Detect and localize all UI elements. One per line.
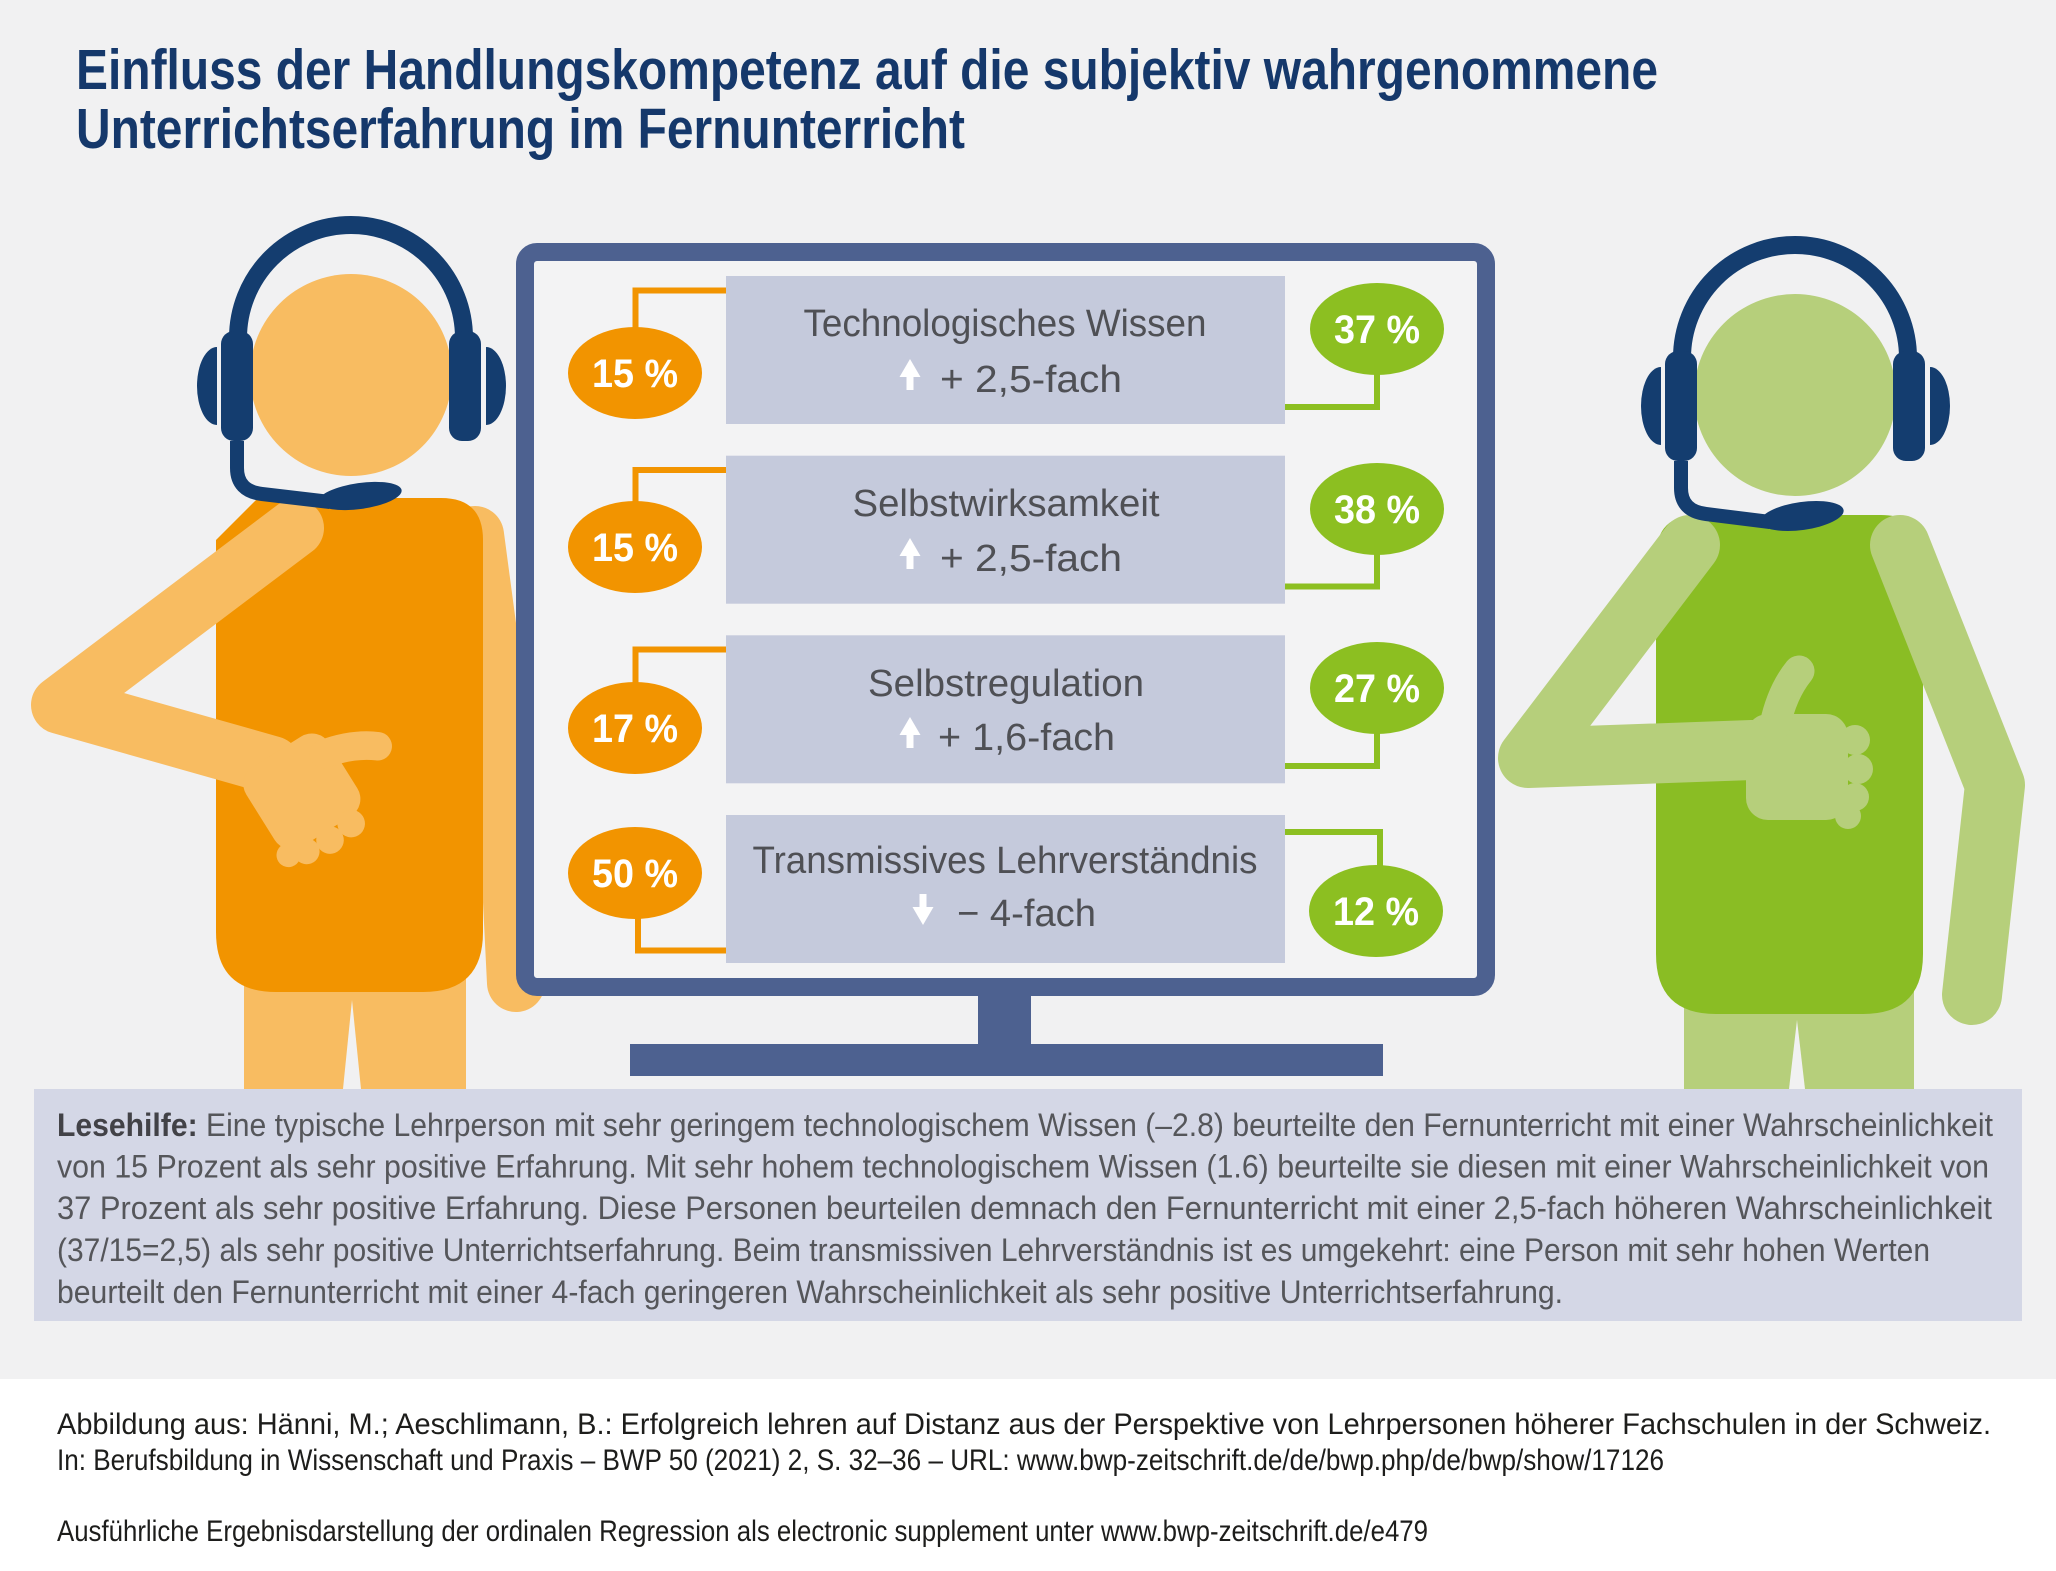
svg-text:+ 2,5-fach: + 2,5-fach <box>940 538 1122 580</box>
svg-text:Selbstwirksamkeit: Selbstwirksamkeit <box>853 483 1160 525</box>
svg-text:27 %: 27 % <box>1334 667 1420 711</box>
svg-text:von 15 Prozent als sehr positi: von 15 Prozent als sehr positive Erfahru… <box>57 1149 1989 1185</box>
svg-text:Unterrichtserfahrung im Fernun: Unterrichtserfahrung im Fernunterricht <box>76 97 965 161</box>
svg-text:12 %: 12 % <box>1333 890 1419 934</box>
svg-text:37 %: 37 % <box>1334 308 1420 352</box>
svg-text:38 %: 38 % <box>1334 488 1420 532</box>
svg-text:Ausführliche Ergebnisdarstellu: Ausführliche Ergebnisdarstellung der ord… <box>57 1515 1428 1548</box>
svg-text:Selbstregulation: Selbstregulation <box>868 663 1144 705</box>
svg-text:15 %: 15 % <box>592 352 678 396</box>
svg-text:+ 1,6-fach: + 1,6-fach <box>938 717 1115 759</box>
svg-text:− 4-fach: − 4-fach <box>957 893 1096 935</box>
svg-text:Einfluss der Handlungskompeten: Einfluss der Handlungskompetenz auf die … <box>76 38 1658 102</box>
svg-text:17 %: 17 % <box>592 707 678 751</box>
svg-text:Abbildung aus: Hänni, M.; Aesc: Abbildung aus: Hänni, M.; Aeschlimann, B… <box>57 1408 1991 1441</box>
svg-text:Lesehilfe: Eine typische Lehrp: Lesehilfe: Eine typische Lehrperson mit … <box>57 1107 1993 1143</box>
svg-text:In: Berufsbildung in Wissensch: In: Berufsbildung in Wissenschaft und Pr… <box>57 1444 1664 1477</box>
svg-text:50 %: 50 % <box>592 852 678 896</box>
svg-text:Technologisches Wissen: Technologisches Wissen <box>804 303 1207 345</box>
svg-text:37 Prozent als sehr positive E: 37 Prozent als sehr positive Erfahrung. … <box>57 1190 1992 1226</box>
svg-text:15 %: 15 % <box>592 526 678 570</box>
svg-text:(37/15=2,5) als sehr positive: (37/15=2,5) als sehr positive Unterricht… <box>57 1232 1930 1268</box>
svg-text:beurteilt den Fernunterricht m: beurteilt den Fernunterricht mit einer 4… <box>57 1274 1563 1310</box>
svg-text:+ 2,5-fach: + 2,5-fach <box>940 359 1122 401</box>
svg-text:Transmissives Lehrverständnis: Transmissives Lehrverständnis <box>753 840 1258 882</box>
